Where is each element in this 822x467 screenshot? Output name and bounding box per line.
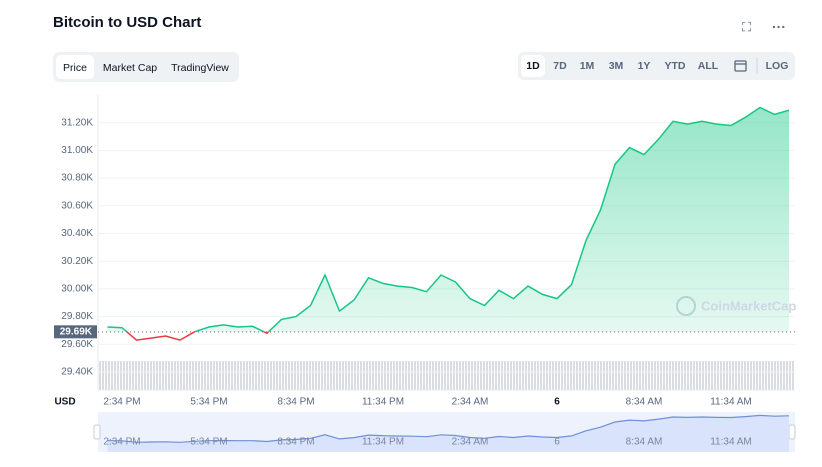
x-tick-label: 5:34 PM xyxy=(190,397,227,408)
navigator-tick-label: 5:34 PM xyxy=(190,437,227,448)
y-tick-label: 30.20K xyxy=(61,256,93,267)
x-tick-label: 2:34 PM xyxy=(103,397,140,408)
range-button[interactable]: 1M xyxy=(580,60,595,72)
currency-label: USD xyxy=(54,397,75,408)
navigator-tick-label: 6 xyxy=(554,437,560,448)
navigator-tick-label: 8:34 PM xyxy=(277,437,314,448)
navigator-handle[interactable] xyxy=(788,424,796,440)
x-tick-label: 2:34 AM xyxy=(452,397,489,408)
y-tick-label: 29.60K xyxy=(61,339,93,350)
navigator-line xyxy=(107,414,790,443)
reference-label: 29.69K xyxy=(60,326,93,337)
more-icon[interactable]: ··· xyxy=(772,19,786,35)
volume-bars xyxy=(98,361,795,390)
tab[interactable]: TradingView xyxy=(171,62,229,74)
title: Bitcoin to USD Chart xyxy=(53,14,201,31)
x-tick-label: 11:34 AM xyxy=(710,397,752,408)
navigator-tick-label: 2:34 AM xyxy=(452,437,489,448)
y-tick-label: 29.80K xyxy=(61,311,93,322)
range-button[interactable]: 3M xyxy=(609,60,624,72)
x-tick-label: 11:34 PM xyxy=(362,397,404,408)
range-group xyxy=(518,52,795,80)
price-line-up xyxy=(107,106,790,332)
navigator-area xyxy=(107,415,789,452)
x-tick-label: 6 xyxy=(554,397,560,408)
range-button[interactable]: ALL xyxy=(698,60,719,72)
range-button[interactable]: 7D xyxy=(553,60,567,72)
price-area xyxy=(107,107,789,332)
navigator-handle[interactable] xyxy=(93,424,101,440)
range-button[interactable]: 1D xyxy=(526,60,540,72)
navigator-tick-label: 2:34 PM xyxy=(103,437,140,448)
y-tick-label: 30.40K xyxy=(61,228,93,239)
tab-group xyxy=(53,52,239,82)
range-button[interactable]: 1Y xyxy=(638,60,651,72)
range-button[interactable]: YTD xyxy=(665,60,686,72)
range-active xyxy=(521,55,545,77)
y-tick-label: 30.60K xyxy=(61,200,93,211)
tab[interactable]: Price xyxy=(63,62,87,74)
watermark: CoinMarketCap xyxy=(701,298,796,313)
reference-label-bg xyxy=(54,325,97,339)
navigator-tick-label: 8:34 AM xyxy=(626,437,663,448)
tab[interactable]: Market Cap xyxy=(103,62,157,74)
tab-active xyxy=(56,55,94,79)
calendar-icon[interactable] xyxy=(734,60,747,72)
x-tick-label: 8:34 PM xyxy=(277,397,314,408)
y-tick-label: 29.40K xyxy=(61,367,93,378)
log-button[interactable]: LOG xyxy=(766,60,789,72)
fullscreen-icon[interactable]: ⛶ xyxy=(741,19,752,34)
y-tick-label: 30.80K xyxy=(61,173,93,184)
y-tick-label: 30.00K xyxy=(61,284,93,295)
navigator-tick-label: 11:34 AM xyxy=(710,437,752,448)
navigator-tick-label: 11:34 PM xyxy=(362,437,404,448)
y-tick-label: 31.20K xyxy=(61,117,93,128)
x-tick-label: 8:34 AM xyxy=(626,397,663,408)
y-tick-label: 31.00K xyxy=(61,145,93,156)
